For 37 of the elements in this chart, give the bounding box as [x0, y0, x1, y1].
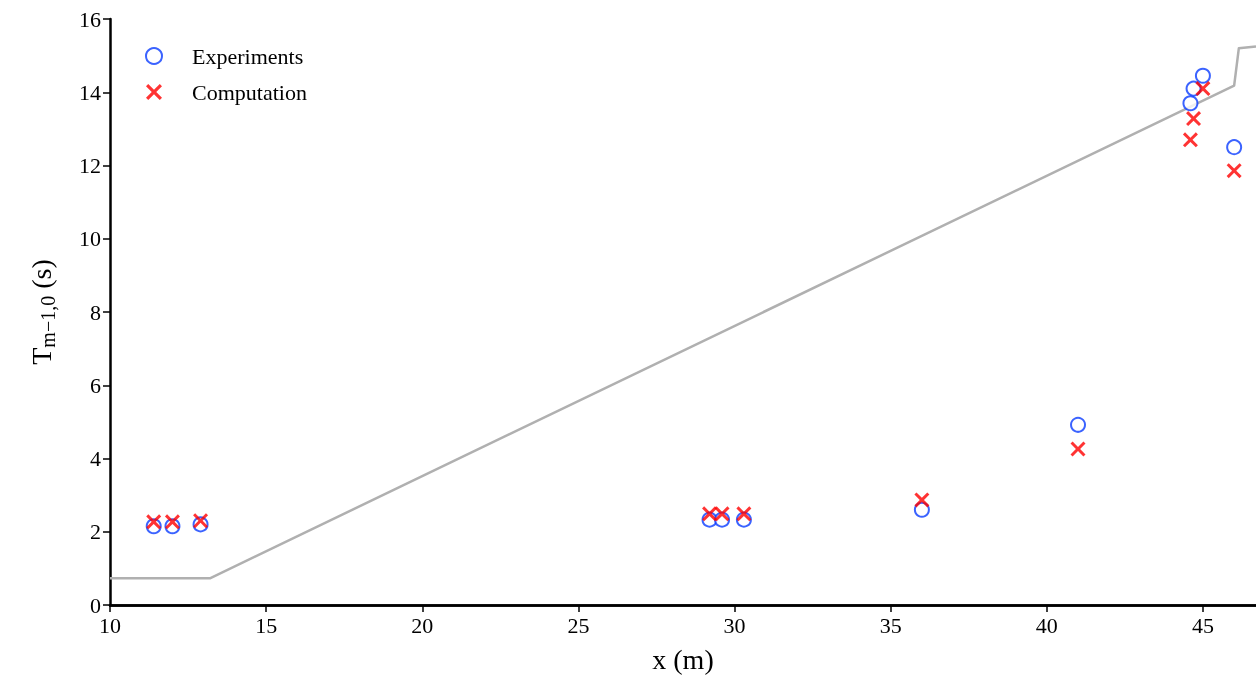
legend-label: Experiments: [192, 43, 304, 69]
y-tick-label: 8: [90, 299, 101, 325]
x-tick-label: 40: [1035, 612, 1058, 638]
point: [1070, 416, 1087, 433]
legend-label: Computation: [192, 79, 307, 105]
point: [1226, 139, 1243, 156]
point: [164, 514, 180, 530]
point: [1194, 67, 1211, 84]
y-tick-label: 6: [90, 372, 101, 398]
point: [1195, 81, 1211, 97]
y-tick-label: 4: [90, 446, 101, 471]
point: [714, 506, 730, 522]
x-tick-label: 25: [567, 612, 590, 638]
point: [702, 506, 718, 522]
point: [1070, 441, 1086, 457]
point: [1186, 111, 1202, 127]
y-tick-label: 14: [79, 79, 101, 105]
point: [914, 492, 930, 508]
y-tick-label: 0: [90, 592, 101, 618]
y-tick-label: 16: [79, 6, 101, 32]
x-tick-label: 45: [1191, 612, 1214, 638]
x-tick-label: 15: [255, 612, 278, 638]
y-tick-label: 12: [79, 153, 101, 178]
point: [736, 506, 752, 522]
x-tick-label: 30: [723, 612, 746, 638]
line-series: [108, 45, 1256, 580]
x-tick-label: 20: [411, 612, 434, 638]
x-axis-title: x (m): [652, 643, 714, 675]
y-tick-label: 10: [79, 226, 101, 252]
point: [193, 513, 209, 529]
point: [146, 514, 162, 530]
x-tick-label: 35: [879, 612, 902, 638]
point: [1182, 95, 1199, 112]
y-tick-label: 2: [90, 519, 101, 545]
point: [1226, 163, 1242, 179]
y-axis-title: Tm−1,0 (s): [25, 259, 59, 365]
point: [1182, 132, 1198, 148]
